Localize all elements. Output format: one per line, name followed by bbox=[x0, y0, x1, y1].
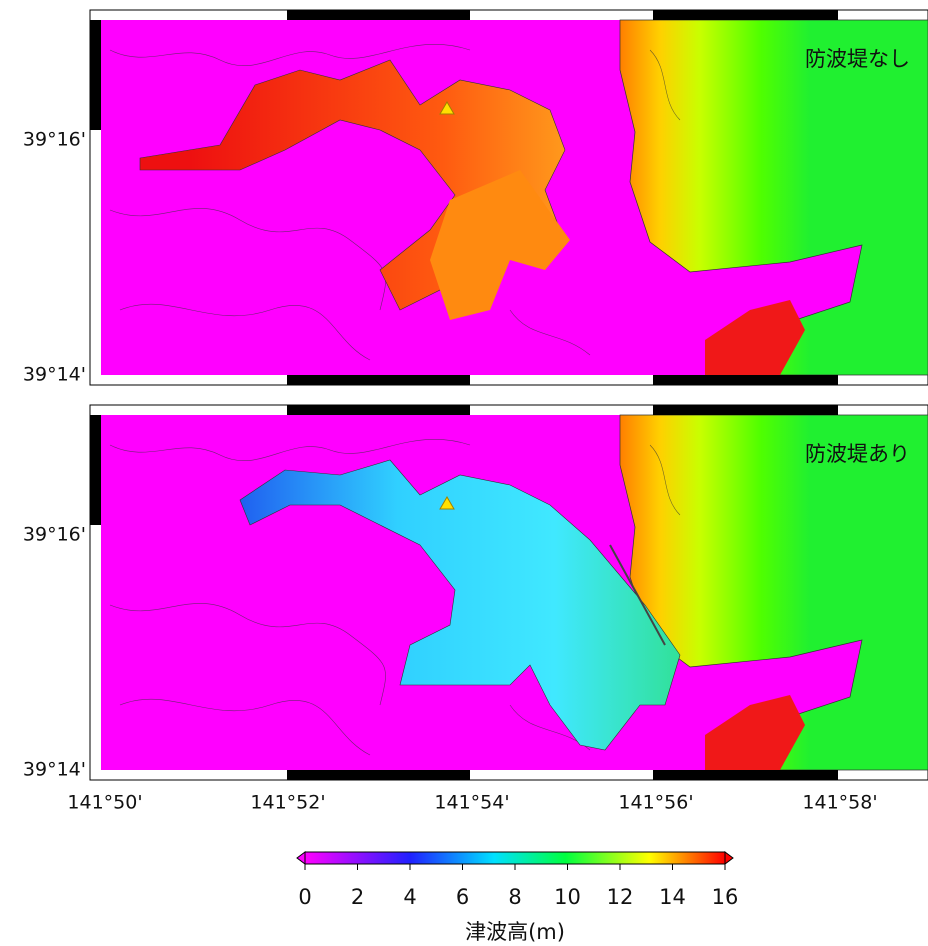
x-tick-label: 141°52' bbox=[250, 792, 325, 814]
colorbar-tick-label: 16 bbox=[712, 885, 739, 909]
colorbar-tick-label: 6 bbox=[456, 885, 469, 909]
figure: 防波堤なし 防波堤あり 津波高(m) 39°16' 39°14' 39°16' 39°… bbox=[0, 0, 928, 946]
colorbar-tick-label: 10 bbox=[554, 885, 581, 909]
x-tick-label: 141°56' bbox=[618, 792, 693, 814]
colorbar-tick-label: 12 bbox=[607, 885, 634, 909]
colorbar-label: 津波高(m) bbox=[465, 920, 565, 944]
colorbar bbox=[305, 852, 725, 864]
x-tick-label: 141°54' bbox=[434, 792, 509, 814]
x-tick-label: 141°58' bbox=[802, 792, 877, 814]
y-tick-label: 39°14' bbox=[23, 364, 86, 386]
colorbar-tick-label: 0 bbox=[298, 885, 311, 909]
panel-label: 防波堤あり bbox=[805, 442, 910, 466]
colorbar-tick-label: 4 bbox=[403, 885, 416, 909]
map-panel: 防波堤あり bbox=[90, 405, 928, 780]
colorbar-tick-label: 2 bbox=[351, 885, 364, 909]
colorbar-tick-label: 8 bbox=[508, 885, 521, 909]
panel-label: 防波堤なし bbox=[805, 47, 910, 71]
map-panel: 防波堤なし bbox=[90, 10, 928, 385]
y-tick-label: 39°16' bbox=[23, 524, 86, 546]
y-tick-label: 39°16' bbox=[23, 129, 86, 151]
colorbar-tick-label: 14 bbox=[659, 885, 686, 909]
y-tick-label: 39°14' bbox=[23, 759, 86, 781]
x-tick-label: 141°50' bbox=[67, 792, 142, 814]
